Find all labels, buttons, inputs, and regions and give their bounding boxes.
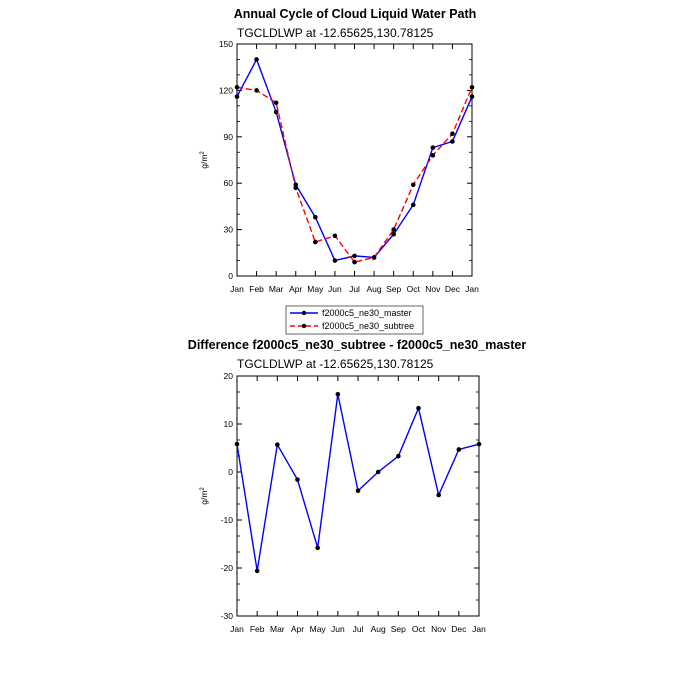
chart1-legend: f2000c5_ne30_master f2000c5_ne30_subtree [285,305,424,335]
chart2-subtitle: TGCLDLWP at -12.65625,130.78125 [237,357,434,371]
chart2-data-point [375,469,381,475]
chart1-data-point [273,100,279,106]
chart1-data-point [450,131,455,137]
chart2-series-line [236,394,480,571]
chart1-data-point [430,153,436,158]
chart1-ytick-label: 150 [219,39,233,49]
chart2-data-point [456,447,462,452]
chart2-frame [236,375,480,617]
chart2-ylabel: g/m2 [199,487,209,505]
chart1-title: Annual Cycle of Cloud Liquid Water Path [234,7,477,21]
chart1-ytick-label: 30 [224,225,234,235]
chart2-ytick-label: -20 [221,563,234,573]
chart2-data-point [396,453,401,459]
chart2-xtick-label: Jan [230,624,244,634]
chart1-data-point [313,214,318,220]
chart2-xtick-label: Feb [250,624,265,634]
chart2-data-point [234,441,240,447]
chart1-data-point [469,94,475,99]
chart1-data-point [254,57,259,62]
chart2-data-point [254,568,260,574]
chart1-data-point [391,227,396,232]
chart1-ytick-label: 0 [228,271,233,281]
chart1-data-point [410,182,416,188]
chart1-data-point [234,94,240,99]
chart1-xtick-label: Nov [425,284,441,294]
chart1-xtick-label: Jan [230,284,244,294]
chart1-data-point [332,233,338,239]
chart1-ytick-label: 120 [219,85,233,95]
chart1-data-point [391,231,396,237]
chart1-series-line [236,86,473,263]
chart2-data-point [335,391,341,397]
legend-master-marker [301,310,307,316]
chart2-ytick-label: -30 [221,611,234,621]
chart2-data-point [436,492,441,498]
chart1-xtick-label: Apr [289,284,302,294]
chart1-data-point [410,202,416,208]
chart1-data-point [352,253,357,259]
chart1-data-point [234,85,240,90]
chart1-data-point [469,85,475,90]
chart2-xtick-label: Apr [291,624,304,634]
chart1-ytick-label: 60 [224,178,234,188]
chart2-xtick-label: Jul [353,624,364,634]
chart2-title: Difference f2000c5_ne30_subtree - f2000c… [188,338,527,352]
chart2-data-point [295,477,300,482]
chart1-plot-area: 0 30 60 90 120 150 Jan Feb Mar Apr May Jun Jul Aug Sep… [219,39,479,294]
chart1-data-point [273,109,279,115]
chart1-xtick-label: Aug [367,284,382,294]
legend-subtree-label: f2000c5_ne30_subtree [322,321,414,331]
chart2-xtick-label: Mar [270,624,285,634]
chart2-ytick-label: -10 [221,515,234,525]
chart2-xtick-label: Oct [412,624,426,634]
chart1-xtick-label: Dec [445,284,461,294]
chart2-data-point [476,441,482,447]
chart1-data-point [450,139,455,144]
chart2-ytick-label: 10 [224,419,234,429]
chart2-xtick-label: Dec [451,624,467,634]
chart1-data-point [293,185,299,191]
chart1-data-point [430,145,436,150]
svg-text:g/m2: g/m2 [199,151,209,169]
chart1-xtick-label: Oct [407,284,421,294]
chart1-data-point [254,88,259,93]
chart2-xtick-label: Jun [331,624,345,634]
chart1-xtick-label: Mar [269,284,284,294]
chart2-xtick-label: Nov [431,624,447,634]
chart1-xtick-label: May [307,284,324,294]
chart2-xtick-label: Sep [391,624,406,634]
chart1-ylabel: g/m2 [199,151,209,169]
chart1-xtick-label: Sep [386,284,401,294]
chart1-frame [236,43,473,277]
chart2-data-point [416,405,421,411]
chart1-series-line [236,57,473,262]
chart2-data-point [355,488,361,494]
chart1-ytick-label: 90 [224,132,234,142]
chart2-xtick-label: Jan [472,624,486,634]
chart1-subtitle: TGCLDLWP at -12.65625,130.78125 [237,26,434,40]
chart1-data-point [332,258,338,263]
chart1-xtick-label: Jun [328,284,342,294]
svg-text:g/m2: g/m2 [199,487,209,505]
chart2-xtick-label: Aug [371,624,386,634]
chart2-ytick-label: 0 [228,467,233,477]
chart1-xtick-label: Feb [249,284,264,294]
chart1-data-point [313,239,318,245]
chart2-xtick-label: May [310,624,327,634]
chart2-data-point [275,442,280,447]
chart2-ytick-label: 20 [224,371,234,381]
chart1-xtick-label: Jul [349,284,360,294]
chart2-plot-area: -30 -20 -10 0 10 20 Jan Feb Mar Apr May Jun Jul Aug Se… [221,371,486,634]
chart2-data-point [315,545,320,551]
legend-master-label: f2000c5_ne30_master [322,308,412,318]
legend-subtree-marker [301,323,307,329]
chart1-xtick-label: Jan [465,284,479,294]
chart1-data-point [371,255,377,260]
legend-box [285,305,424,335]
chart1-data-point [352,259,357,265]
